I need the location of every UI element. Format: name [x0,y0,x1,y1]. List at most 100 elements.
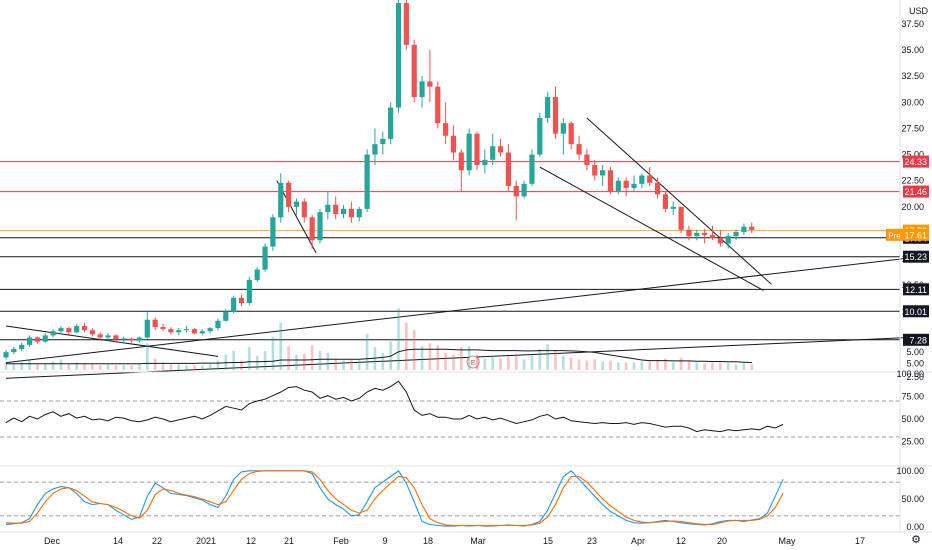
candle-body [97,334,103,338]
candle [364,149,370,213]
candle-body [490,146,496,160]
candle-body [19,344,25,350]
candle-body [702,232,708,236]
candle [654,177,661,199]
candle [183,326,190,333]
candle [58,326,64,335]
volume-bar [12,363,16,370]
currency-label[interactable]: USD [904,4,928,18]
candle [741,223,747,236]
candle-body [81,326,88,331]
price-label-text: 21.46 [904,187,927,197]
trend-line [539,166,764,291]
volume-bar [530,355,534,370]
volume-bar [734,364,738,370]
candle [215,318,221,331]
gear-icon[interactable]: ⚙ [911,533,921,546]
candle-body [615,180,621,192]
candle [600,165,606,186]
candle-body [709,235,716,239]
volume-bar [711,362,714,370]
candle-body [231,297,237,312]
candle-body [168,329,174,333]
price-label: 10.01 [903,305,929,318]
candle-body [505,152,511,186]
candle-body [568,123,574,145]
volume-bar [279,322,283,370]
volume-bar [161,362,165,370]
volume-bar [687,360,691,370]
candle [270,214,276,251]
candle [482,149,488,174]
candle-body [223,311,229,321]
candle [513,180,519,221]
volume-bar [357,360,361,370]
candle [631,175,637,192]
time-axis-tick: 12 [676,536,686,546]
volume-bar [240,360,243,370]
candle [552,86,559,139]
stoch-axis-tick: 0.00 [906,522,924,532]
candle [584,149,590,171]
candle [702,228,708,244]
candle-body [529,154,535,184]
candle-body [576,144,582,155]
volume-bar [656,360,659,370]
candle [427,50,433,103]
candle [19,342,25,352]
candle [388,102,394,145]
price-label: 12.11 [903,283,929,296]
candle-body [207,328,213,332]
candle-body [105,335,111,338]
candle [191,328,197,335]
candle-body [372,144,378,155]
time-axis-tick: 15 [543,536,553,546]
candle [26,335,33,347]
trend-line [5,257,909,364]
stochastic-panel[interactable] [0,470,900,527]
candle-body [647,175,653,183]
time-axis-tick: 14 [113,536,123,546]
volume-bar [460,347,463,370]
candle [607,167,614,195]
candle [490,133,496,166]
candle-body [466,133,472,171]
candle-body [584,154,590,166]
volume-bar [365,333,369,370]
rsi-panel[interactable] [0,380,900,438]
time-axis-tick: 18 [423,536,433,546]
candle [372,128,378,166]
price-axis-tick: 37.50 [901,19,924,29]
candle-body [639,175,645,184]
volume-bar [193,365,196,370]
candle [121,336,127,344]
candle-body [450,135,457,153]
candle-body [482,159,488,166]
volume-bar [514,353,518,370]
candle-body [11,349,17,353]
time-axis-tick: Apr [631,536,645,546]
candle [34,336,40,344]
volume-bar [75,362,78,370]
price-label: 7.28 [903,333,929,346]
candle-body [333,204,339,215]
candle-body [278,182,284,218]
candle [50,329,56,338]
pre-price-text: 17.61 [904,230,927,240]
time-axis-tick: May [778,536,796,546]
volume-bar [397,308,400,370]
volume-bar [412,330,416,370]
price-panel[interactable]: EE [0,0,932,379]
candle [97,332,103,340]
candle-body [545,97,551,118]
volume-bar [114,365,118,370]
volume-axis-tick: 5.00 [906,347,924,357]
candle-body [678,206,684,230]
volume-bar [726,363,730,370]
price-label-text: 15.23 [904,252,927,262]
candle [403,0,409,51]
time-axis-tick: 17 [855,536,865,546]
candle [615,177,621,195]
